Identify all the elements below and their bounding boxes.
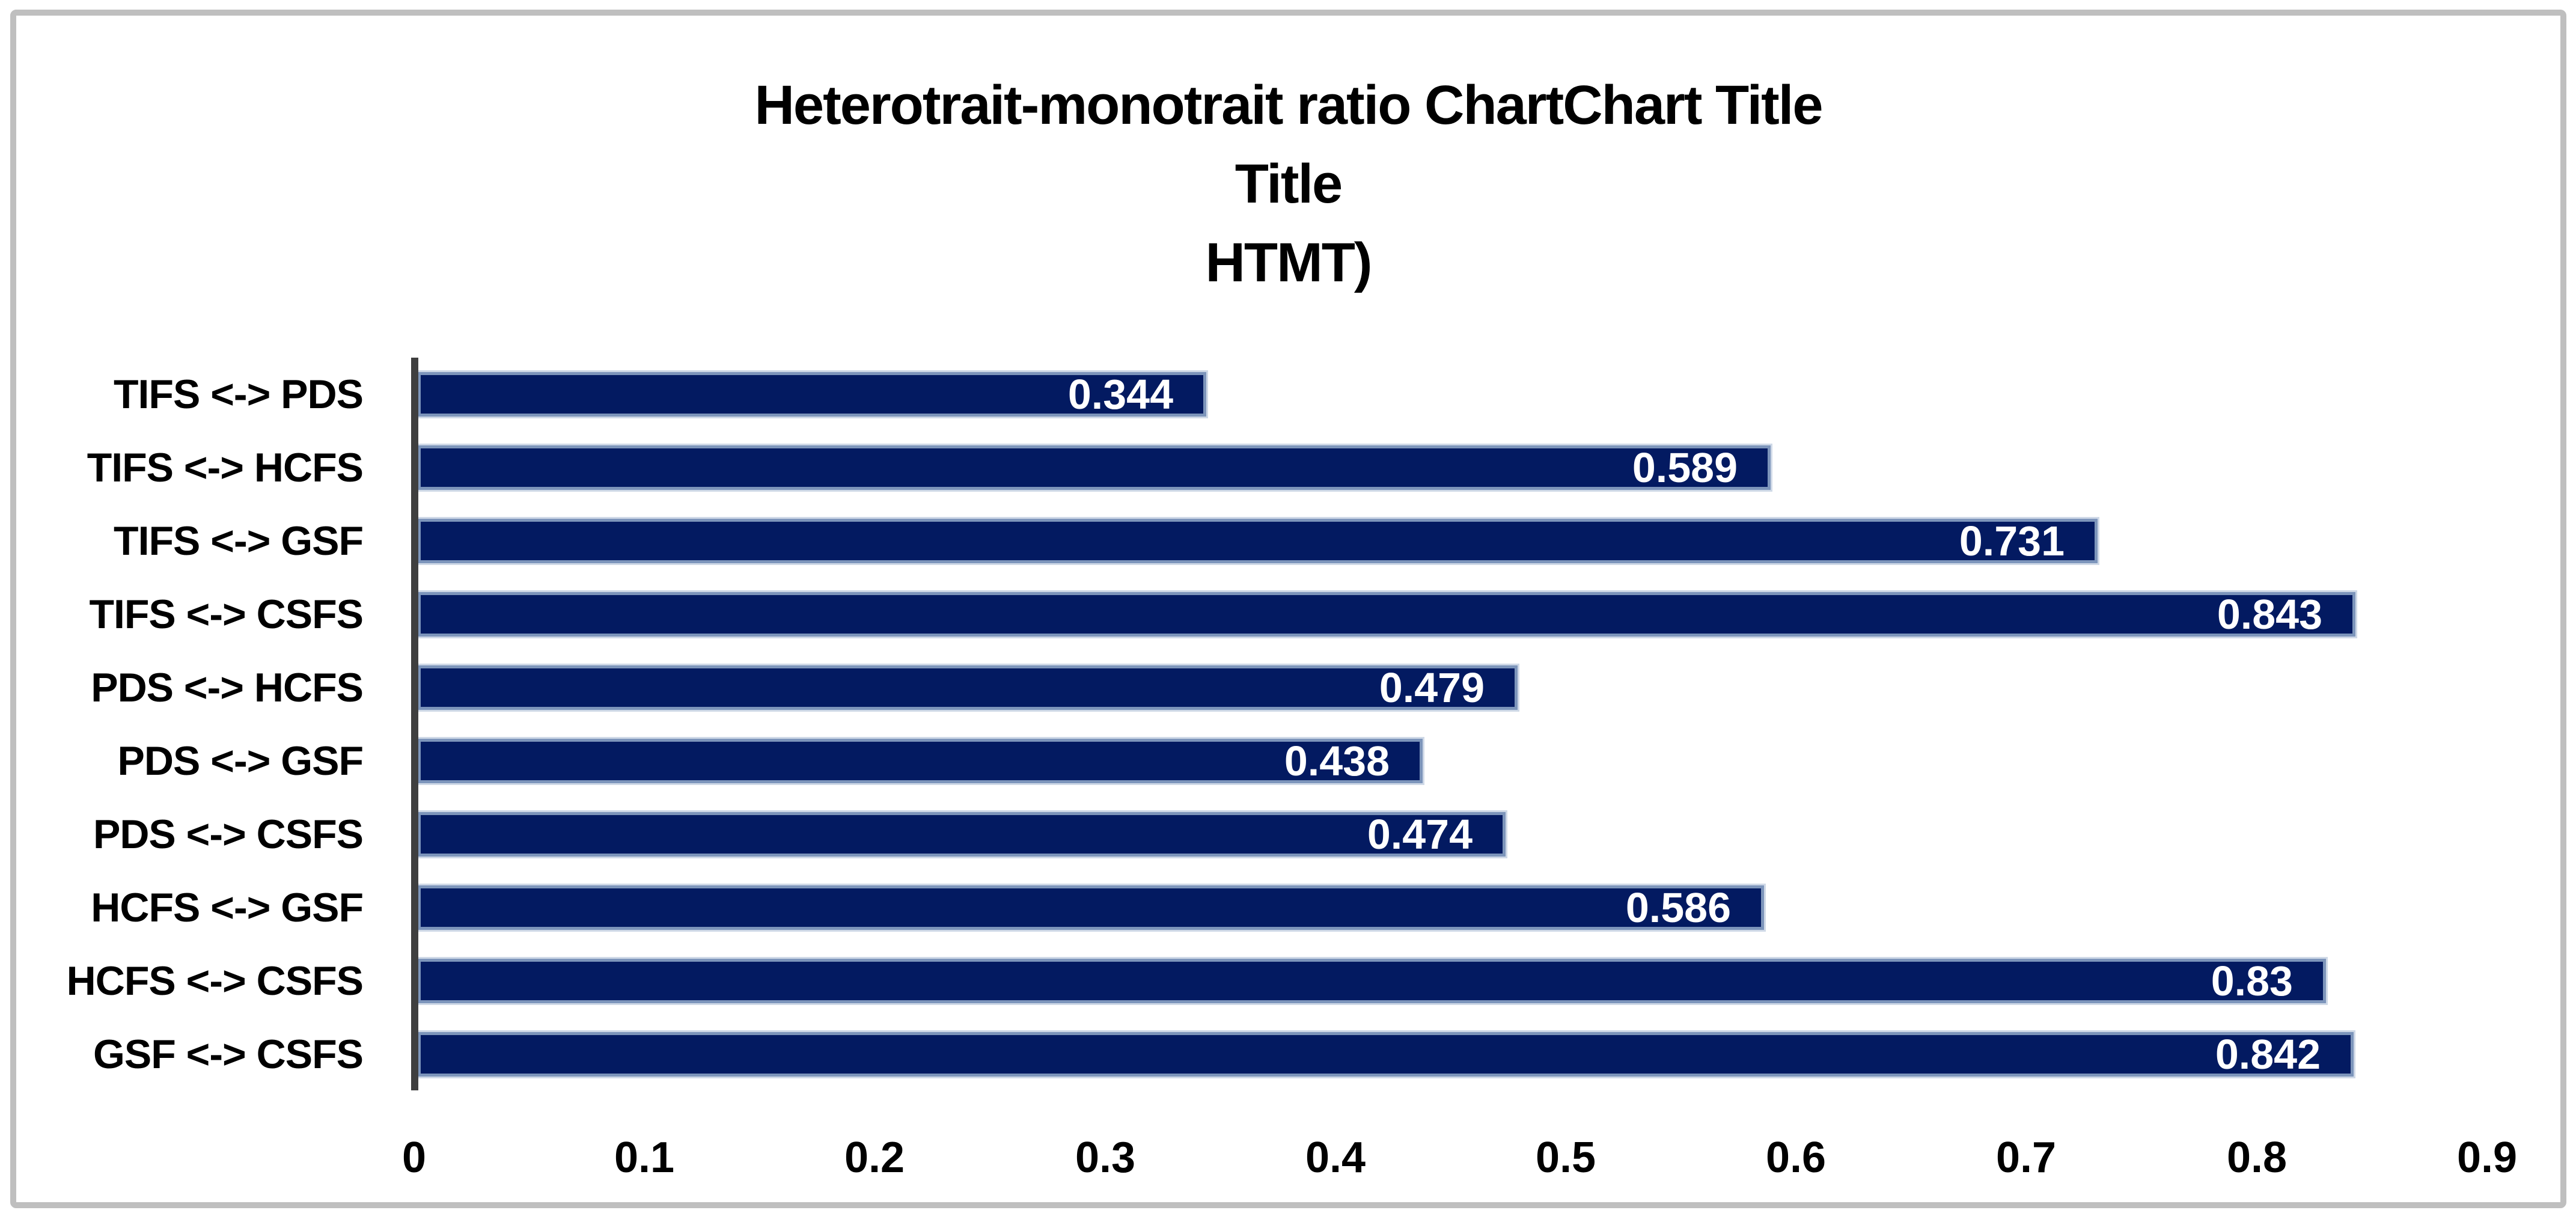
bar-row: HCFS <-> CSFS 0.83 [16,958,2560,1004]
category-label: PDS <-> HCFS [91,665,364,710]
x-tick-label: 0.7 [1995,1134,2057,1182]
value-label: 0.843 [2217,591,2322,638]
bar-row: PDS <-> GSF 0.438 [16,738,2560,784]
category-label: TIFS <-> HCFS [87,445,364,490]
bar-row: GSF <-> CSFS 0.842 [16,1031,2560,1078]
bar: 0.842 [418,1031,2354,1078]
category-label: HCFS <-> GSF [91,885,364,930]
value-label: 0.344 [1067,371,1173,418]
x-tick-label: 0.8 [2226,1134,2288,1182]
bar-row: TIFS <-> PDS 0.344 [16,371,2560,418]
bar: 0.474 [418,811,1506,858]
bar-row: PDS <-> CSFS 0.474 [16,811,2560,858]
bar: 0.479 [418,664,1518,711]
x-axis-ticks: 0 0.1 0.2 0.3 0.4 0.5 0.6 0.7 0.8 0.9 [16,16,2560,1202]
chart-title-line-2: Title [1235,153,1343,215]
category-label: PDS <-> GSF [117,738,364,784]
plot-area: TIFS <-> PDS 0.344 TIFS <-> HCFS 0.589 T… [16,16,2560,1202]
x-tick-label: 0.5 [1535,1134,1596,1182]
chart-title: Heterotrait-monotrait ratio ChartChart T… [16,66,2560,302]
bar: 0.344 [418,371,1206,418]
x-tick-label: 0 [401,1134,427,1182]
x-tick-label: 0.6 [1765,1134,1827,1182]
bar-row: HCFS <-> GSF 0.586 [16,884,2560,931]
value-label: 0.83 [2211,958,2293,1004]
x-tick-label: 0.9 [2456,1134,2518,1182]
bar-row: PDS <-> HCFS 0.479 [16,664,2560,711]
x-tick-label: 0.4 [1305,1134,1366,1182]
category-label: PDS <-> CSFS [93,811,364,857]
x-tick-label: 0.3 [1075,1134,1136,1182]
category-label: TIFS <-> CSFS [89,591,364,637]
value-label: 0.438 [1284,738,1390,784]
category-label: HCFS <-> CSFS [66,958,364,1004]
chart-frame: Heterotrait-monotrait ratio ChartChart T… [10,10,2566,1208]
bar: 0.586 [418,884,1764,931]
chart-title-line-3: HTMT) [1205,232,1372,293]
y-axis-line [411,358,418,1090]
x-tick-label: 0.2 [844,1134,905,1182]
chart-title-line-1: Heterotrait-monotrait ratio ChartChart T… [754,75,1823,136]
value-label: 0.474 [1367,811,1473,858]
bar: 0.83 [418,958,2326,1004]
bar-row: TIFS <-> HCFS 0.589 [16,444,2560,491]
bar: 0.438 [418,738,1423,784]
value-label: 0.731 [1959,518,2065,564]
bar: 0.731 [418,518,2098,564]
bar-row: TIFS <-> GSF 0.731 [16,518,2560,564]
bar: 0.589 [418,444,1771,491]
category-label: TIFS <-> PDS [114,371,364,417]
x-tick-label: 0.1 [614,1134,675,1182]
bar-row: TIFS <-> CSFS 0.843 [16,591,2560,638]
category-label: GSF <-> CSFS [93,1031,364,1077]
category-label: TIFS <-> GSF [114,518,364,564]
value-label: 0.842 [2215,1031,2321,1078]
value-label: 0.479 [1379,664,1485,711]
bar: 0.843 [418,591,2355,638]
value-label: 0.586 [1625,884,1731,931]
value-label: 0.589 [1632,444,1738,491]
